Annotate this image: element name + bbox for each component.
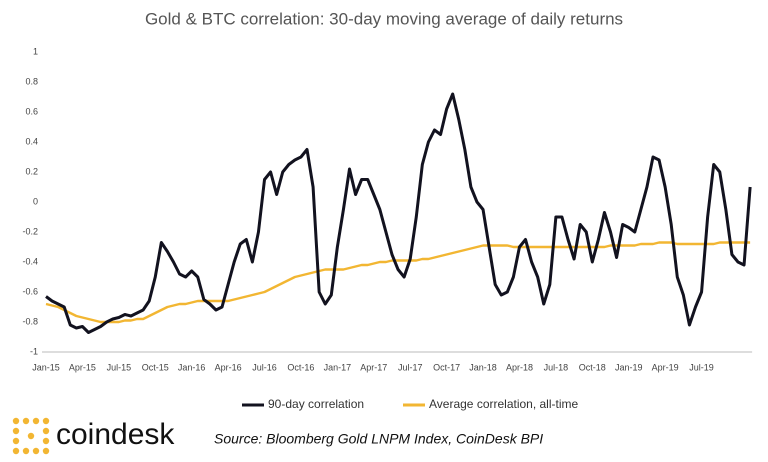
x-tick-label: Jan-17 (324, 362, 352, 372)
y-tick-label: -1 (30, 346, 38, 356)
x-tick-label: Jan-18 (469, 362, 497, 372)
x-tick-label: Oct-17 (433, 362, 460, 372)
x-tick-label: Jan-16 (178, 362, 206, 372)
x-tick-label: Apr-17 (360, 362, 387, 372)
x-tick-label: Oct-18 (579, 362, 606, 372)
y-tick-label: -0.6 (22, 286, 38, 296)
source: Source: Bloomberg Gold LNPM Index, CoinD… (214, 431, 543, 447)
legend-label: 90-day correlation (268, 397, 364, 411)
x-tick-label: Oct-16 (287, 362, 314, 372)
logo-icon (12, 417, 50, 455)
x-tick-label: Jul-17 (398, 362, 423, 372)
y-tick-label: 1 (33, 46, 38, 56)
line-series (45, 241, 751, 324)
x-tick-label: Oct-15 (142, 362, 169, 372)
x-tick-label: Jul-18 (544, 362, 569, 372)
y-tick-label: -0.4 (22, 256, 38, 266)
y-tick-label: 0.4 (25, 136, 38, 146)
line-series (45, 92, 752, 334)
y-tick-label: 0.2 (25, 166, 38, 176)
x-tick-label: Jul-19 (689, 362, 714, 372)
x-tick-label: Apr-16 (215, 362, 242, 372)
y-tick-label: 0.6 (25, 106, 38, 116)
x-tick-label: Jul-15 (107, 362, 132, 372)
y-tick-label: 0.8 (25, 76, 38, 86)
y-tick-label: 0 (33, 196, 38, 206)
x-tick-label: Jan-19 (615, 362, 643, 372)
brand: coindesk (56, 418, 175, 451)
x-tick-label: Apr-19 (652, 362, 679, 372)
x-tick-label: Jan-15 (32, 362, 60, 372)
legend-label: Average correlation, all-time (429, 397, 579, 411)
y-tick-label: -0.2 (22, 226, 38, 236)
x-tick-label: Apr-15 (69, 362, 96, 372)
y-tick-label: -0.8 (22, 316, 38, 326)
x-tick-label: Apr-18 (506, 362, 533, 372)
x-tick-label: Jul-16 (252, 362, 277, 372)
chart-title: Gold & BTC correlation: 30-day moving av… (145, 9, 623, 28)
